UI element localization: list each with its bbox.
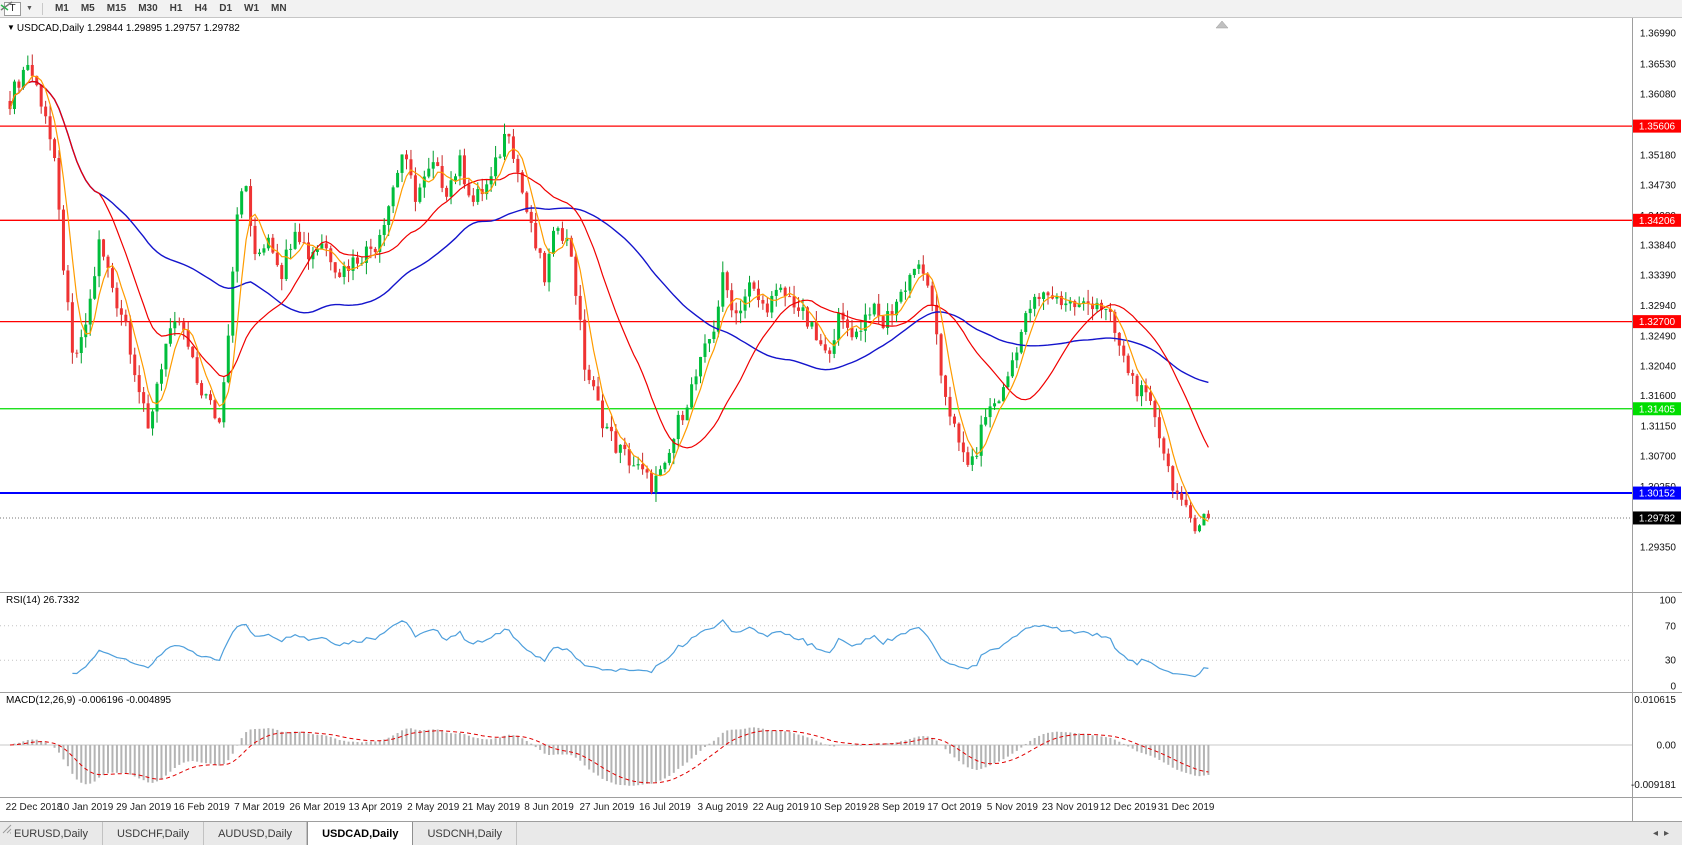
svg-text:1.29350: 1.29350 <box>1640 543 1677 554</box>
ma-slow-line <box>9 80 1209 384</box>
toolbar: T ▼ M1 M5 M15 M30 H1 H4 D1 W1 MN <box>0 0 1682 18</box>
dropdown-arrow-icon: ▼ <box>26 5 33 12</box>
chart-canvas[interactable]: 1.369901.365301.360801.356301.351801.347… <box>0 0 1682 821</box>
price-badge <box>1633 315 1681 329</box>
svg-text:1.34206: 1.34206 <box>1639 216 1676 227</box>
toolbar-separator <box>41 2 43 15</box>
svg-text:0: 0 <box>1670 682 1676 693</box>
svg-text:1.29782: 1.29782 <box>1639 513 1676 524</box>
tab-scroll-left-icon[interactable]: ◂ <box>1652 828 1658 839</box>
price-badge <box>1633 511 1681 525</box>
svg-text:70: 70 <box>1665 621 1677 632</box>
timeframe-button-m1[interactable]: M1 <box>54 3 69 14</box>
svg-text:16 Feb 2019: 16 Feb 2019 <box>173 802 230 813</box>
svg-text:-0.009181: -0.009181 <box>1631 780 1676 791</box>
tab-usdcnh-daily[interactable]: USDCNH,Daily <box>413 822 518 845</box>
svg-text:1.35180: 1.35180 <box>1640 150 1677 161</box>
svg-text:5 Nov 2019: 5 Nov 2019 <box>987 802 1039 813</box>
svg-text:27 Jun 2019: 27 Jun 2019 <box>579 802 634 813</box>
resize-grip-icon[interactable] <box>2 822 1682 845</box>
tab-audusd-daily[interactable]: AUDUSD,Daily <box>204 822 308 845</box>
timeframe-button-h4[interactable]: H4 <box>194 3 208 14</box>
svg-text:1.31405: 1.31405 <box>1639 404 1676 415</box>
chart-tabs: EURUSD,Daily USDCHF,Daily AUDUSD,Daily U… <box>0 821 1682 845</box>
svg-text:22 Aug 2019: 22 Aug 2019 <box>753 802 810 813</box>
svg-text:7 Mar 2019: 7 Mar 2019 <box>234 802 285 813</box>
timeframe-button-mn[interactable]: MN <box>271 3 287 14</box>
svg-text:29 Jan 2019: 29 Jan 2019 <box>116 802 171 813</box>
svg-text:1.30700: 1.30700 <box>1640 452 1677 463</box>
svg-text:2 May 2019: 2 May 2019 <box>407 802 460 813</box>
svg-text:30: 30 <box>1665 656 1677 667</box>
tab-scroll-right-icon[interactable]: ▸ <box>1663 828 1669 839</box>
moving-averages <box>9 75 1209 522</box>
macd-signal-line <box>9 730 1209 784</box>
svg-text:1.36080: 1.36080 <box>1640 90 1677 101</box>
price-badge <box>1633 486 1681 500</box>
svg-text:16 Jul 2019: 16 Jul 2019 <box>639 802 691 813</box>
timeframe-button-h1[interactable]: H1 <box>169 3 183 14</box>
svg-text:10 Jan 2019: 10 Jan 2019 <box>58 802 113 813</box>
timeframe-button-m15[interactable]: M15 <box>106 3 127 14</box>
price-level-lines <box>0 125 1632 495</box>
svg-text:21 May 2019: 21 May 2019 <box>462 802 520 813</box>
svg-text:26 Mar 2019: 26 Mar 2019 <box>289 802 346 813</box>
svg-text:1.35606: 1.35606 <box>1639 122 1676 133</box>
svg-text:12 Dec 2019: 12 Dec 2019 <box>1100 802 1157 813</box>
svg-text:1.36990: 1.36990 <box>1640 29 1677 40</box>
rsi-line <box>72 619 1209 678</box>
ma-fast-line <box>9 75 1209 522</box>
svg-text:1.36530: 1.36530 <box>1640 59 1677 70</box>
svg-text:1.33840: 1.33840 <box>1640 240 1677 251</box>
svg-text:23 Nov 2019: 23 Nov 2019 <box>1042 802 1099 813</box>
macd-pane <box>0 727 1632 786</box>
price-badge <box>1633 402 1681 416</box>
timeframe-button-m5[interactable]: M5 <box>80 3 95 14</box>
tabbar-spacer <box>517 822 1643 845</box>
chart-shift-marker <box>1215 20 1229 29</box>
svg-text:28 Sep 2019: 28 Sep 2019 <box>868 802 925 813</box>
svg-text:1.32940: 1.32940 <box>1640 301 1677 312</box>
svg-text:0.010615: 0.010615 <box>1634 695 1676 706</box>
svg-text:100: 100 <box>1659 596 1676 607</box>
tab-usdcad-daily[interactable]: USDCAD,Daily <box>307 822 414 845</box>
ma-mid-line <box>9 80 1209 449</box>
tab-eurusd-daily[interactable]: EURUSD,Daily <box>0 822 103 845</box>
macd-axis: 0.010615 0.00 -0.009181 <box>1631 695 1676 791</box>
timeframe-button-m30[interactable]: M30 <box>138 3 158 14</box>
price-badge <box>1633 119 1681 133</box>
line-style-button[interactable]: ▼ <box>0 1 35 16</box>
svg-text:0.00: 0.00 <box>1657 741 1677 752</box>
price-axis: 1.369901.365301.360801.356301.351801.347… <box>1633 29 1681 554</box>
svg-text:1.32040: 1.32040 <box>1640 362 1677 373</box>
rsi-axis: 100 70 30 0 <box>1659 596 1676 693</box>
candlestick-series <box>8 54 1210 534</box>
svg-text:1.30152: 1.30152 <box>1639 489 1676 500</box>
timeframe-button-d1[interactable]: D1 <box>219 3 233 14</box>
price-badge <box>1633 213 1681 227</box>
macd-histogram <box>13 727 1210 786</box>
svg-text:22 Dec 2018: 22 Dec 2018 <box>6 802 63 813</box>
svg-text:8 Jun 2019: 8 Jun 2019 <box>524 802 574 813</box>
svg-text:1.34730: 1.34730 <box>1640 181 1677 192</box>
svg-text:13 Apr 2019: 13 Apr 2019 <box>348 802 402 813</box>
svg-text:10 Sep 2019: 10 Sep 2019 <box>810 802 867 813</box>
svg-text:1.32490: 1.32490 <box>1640 331 1677 342</box>
svg-text:31 Dec 2019: 31 Dec 2019 <box>1158 802 1215 813</box>
svg-text:1.32700: 1.32700 <box>1639 317 1676 328</box>
svg-text:1.31600: 1.31600 <box>1640 391 1677 402</box>
tab-usdchf-daily[interactable]: USDCHF,Daily <box>102 822 205 845</box>
svg-text:1.31150: 1.31150 <box>1641 421 1677 432</box>
rsi-pane <box>0 619 1632 678</box>
svg-text:1.33390: 1.33390 <box>1640 271 1677 282</box>
svg-text:17 Oct 2019: 17 Oct 2019 <box>927 802 982 813</box>
svg-text:3 Aug 2019: 3 Aug 2019 <box>697 802 748 813</box>
timeframe-button-w1[interactable]: W1 <box>244 3 260 14</box>
